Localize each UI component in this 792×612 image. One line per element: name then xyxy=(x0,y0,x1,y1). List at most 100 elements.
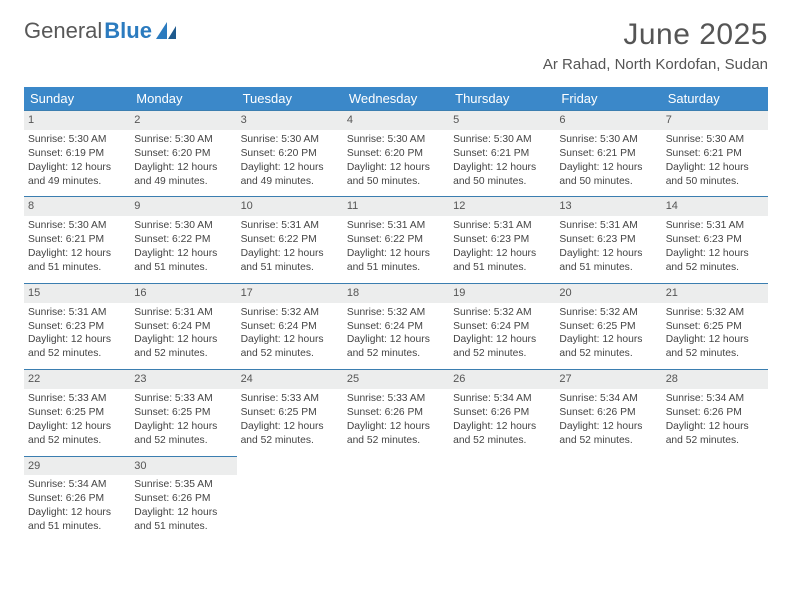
sunrise-line: Sunrise: 5:32 AM xyxy=(241,306,339,320)
day-number: 3 xyxy=(237,111,343,130)
day-number: 24 xyxy=(237,370,343,389)
day-number: 29 xyxy=(24,457,130,476)
daylight-line: Daylight: 12 hours and 49 minutes. xyxy=(241,161,339,189)
sunset-line: Sunset: 6:24 PM xyxy=(453,320,551,334)
daylight-line: Daylight: 12 hours and 50 minutes. xyxy=(453,161,551,189)
weekday-header-row: SundayMondayTuesdayWednesdayThursdayFrid… xyxy=(24,87,768,111)
sunset-line: Sunset: 6:26 PM xyxy=(666,406,764,420)
sunrise-line: Sunrise: 5:31 AM xyxy=(241,219,339,233)
sunset-line: Sunset: 6:25 PM xyxy=(666,320,764,334)
sunset-line: Sunset: 6:25 PM xyxy=(134,406,232,420)
calendar-week-row: 15Sunrise: 5:31 AMSunset: 6:23 PMDayligh… xyxy=(24,283,768,369)
daylight-line: Daylight: 12 hours and 52 minutes. xyxy=(28,420,126,448)
calendar-body: 1Sunrise: 5:30 AMSunset: 6:19 PMDaylight… xyxy=(24,111,768,543)
sunset-line: Sunset: 6:24 PM xyxy=(241,320,339,334)
daylight-line: Daylight: 12 hours and 52 minutes. xyxy=(666,420,764,448)
sunrise-line: Sunrise: 5:31 AM xyxy=(666,219,764,233)
day-number: 28 xyxy=(662,370,768,389)
sunrise-line: Sunrise: 5:30 AM xyxy=(559,133,657,147)
calendar-table: SundayMondayTuesdayWednesdayThursdayFrid… xyxy=(24,87,768,542)
day-number: 16 xyxy=(130,284,236,303)
calendar-day-cell: 26 Sunrise: 5:34 AMSunset: 6:26 PMDayligh… xyxy=(449,370,555,456)
day-number: 8 xyxy=(24,197,130,216)
day-number: 12 xyxy=(449,197,555,216)
logo-sail-icon xyxy=(156,22,178,40)
daylight-line: Daylight: 12 hours and 51 minutes. xyxy=(453,247,551,275)
sunrise-line: Sunrise: 5:30 AM xyxy=(28,219,126,233)
day-number: 19 xyxy=(449,284,555,303)
daylight-line: Daylight: 12 hours and 52 minutes. xyxy=(559,420,657,448)
day-number: 27 xyxy=(555,370,661,389)
day-number: 14 xyxy=(662,197,768,216)
daylight-line: Daylight: 12 hours and 52 minutes. xyxy=(666,247,764,275)
day-number: 26 xyxy=(449,370,555,389)
daylight-line: Daylight: 12 hours and 51 minutes. xyxy=(134,506,232,534)
daylight-line: Daylight: 12 hours and 52 minutes. xyxy=(453,333,551,361)
day-number: 9 xyxy=(130,197,236,216)
day-number: 20 xyxy=(555,284,661,303)
sunset-line: Sunset: 6:20 PM xyxy=(347,147,445,161)
sunset-line: Sunset: 6:22 PM xyxy=(241,233,339,247)
sunset-line: Sunset: 6:21 PM xyxy=(453,147,551,161)
daylight-line: Daylight: 12 hours and 52 minutes. xyxy=(453,420,551,448)
calendar-day-cell: 28 Sunrise: 5:34 AMSunset: 6:26 PMDayligh… xyxy=(662,370,768,456)
calendar-day-cell: 29Sunrise: 5:34 AMSunset: 6:26 PMDayligh… xyxy=(24,456,130,542)
sunrise-line: Sunrise: 5:33 AM xyxy=(134,392,232,406)
daylight-line: Daylight: 12 hours and 52 minutes. xyxy=(134,333,232,361)
sunrise-line: Sunrise: 5:31 AM xyxy=(347,219,445,233)
sunset-line: Sunset: 6:21 PM xyxy=(666,147,764,161)
day-number: 23 xyxy=(130,370,236,389)
sunset-line: Sunset: 6:26 PM xyxy=(453,406,551,420)
day-number: 22 xyxy=(24,370,130,389)
weekday-header: Sunday xyxy=(24,87,130,111)
daylight-line: Daylight: 12 hours and 49 minutes. xyxy=(134,161,232,189)
day-number: 25 xyxy=(343,370,449,389)
day-number: 6 xyxy=(555,111,661,130)
sunrise-line: Sunrise: 5:34 AM xyxy=(559,392,657,406)
daylight-line: Daylight: 12 hours and 51 minutes. xyxy=(28,247,126,275)
sunset-line: Sunset: 6:23 PM xyxy=(666,233,764,247)
day-number: 1 xyxy=(24,111,130,130)
calendar-day-cell xyxy=(343,456,449,542)
sunrise-line: Sunrise: 5:34 AM xyxy=(453,392,551,406)
day-number: 17 xyxy=(237,284,343,303)
calendar-day-cell: 9Sunrise: 5:30 AMSunset: 6:22 PMDaylight… xyxy=(130,197,236,283)
sunrise-line: Sunrise: 5:33 AM xyxy=(28,392,126,406)
month-title: June 2025 xyxy=(543,18,768,52)
sunrise-line: Sunrise: 5:30 AM xyxy=(453,133,551,147)
sunset-line: Sunset: 6:25 PM xyxy=(559,320,657,334)
weekday-header: Thursday xyxy=(449,87,555,111)
sunset-line: Sunset: 6:22 PM xyxy=(347,233,445,247)
sunrise-line: Sunrise: 5:32 AM xyxy=(453,306,551,320)
day-number: 4 xyxy=(343,111,449,130)
sunset-line: Sunset: 6:19 PM xyxy=(28,147,126,161)
location-subtitle: Ar Rahad, North Kordofan, Sudan xyxy=(543,56,768,73)
calendar-day-cell xyxy=(662,456,768,542)
day-number: 30 xyxy=(130,457,236,476)
calendar-day-cell: 22 Sunrise: 5:33 AMSunset: 6:25 PMDayligh… xyxy=(24,370,130,456)
sunrise-line: Sunrise: 5:30 AM xyxy=(28,133,126,147)
daylight-line: Daylight: 12 hours and 49 minutes. xyxy=(28,161,126,189)
sunset-line: Sunset: 6:20 PM xyxy=(134,147,232,161)
header-bar: GeneralBlue June 2025 Ar Rahad, North Ko… xyxy=(24,18,768,73)
daylight-line: Daylight: 12 hours and 51 minutes. xyxy=(241,247,339,275)
calendar-day-cell: 30Sunrise: 5:35 AMSunset: 6:26 PMDayligh… xyxy=(130,456,236,542)
daylight-line: Daylight: 12 hours and 51 minutes. xyxy=(28,506,126,534)
calendar-day-cell: 27Sunrise: 5:34 AMSunset: 6:26 PMDayligh… xyxy=(555,370,661,456)
calendar-week-row: 22Sunrise: 5:33 AMSunset: 6:25 PMDayligh… xyxy=(24,370,768,456)
sunset-line: Sunset: 6:26 PM xyxy=(347,406,445,420)
weekday-header: Saturday xyxy=(662,87,768,111)
day-number: 11 xyxy=(343,197,449,216)
day-number: 10 xyxy=(237,197,343,216)
sunset-line: Sunset: 6:23 PM xyxy=(28,320,126,334)
sunrise-line: Sunrise: 5:34 AM xyxy=(666,392,764,406)
sunrise-line: Sunrise: 5:32 AM xyxy=(559,306,657,320)
calendar-week-row: 29Sunrise: 5:34 AMSunset: 6:26 PMDayligh… xyxy=(24,456,768,542)
sunset-line: Sunset: 6:25 PM xyxy=(28,406,126,420)
sunrise-line: Sunrise: 5:31 AM xyxy=(559,219,657,233)
calendar-day-cell: 18Sunrise: 5:32 AMSunset: 6:24 PMDayligh… xyxy=(343,283,449,369)
daylight-line: Daylight: 12 hours and 51 minutes. xyxy=(559,247,657,275)
calendar-day-cell: 21Sunrise: 5:32 AMSunset: 6:25 PMDayligh… xyxy=(662,283,768,369)
day-number: 2 xyxy=(130,111,236,130)
sunrise-line: Sunrise: 5:31 AM xyxy=(453,219,551,233)
